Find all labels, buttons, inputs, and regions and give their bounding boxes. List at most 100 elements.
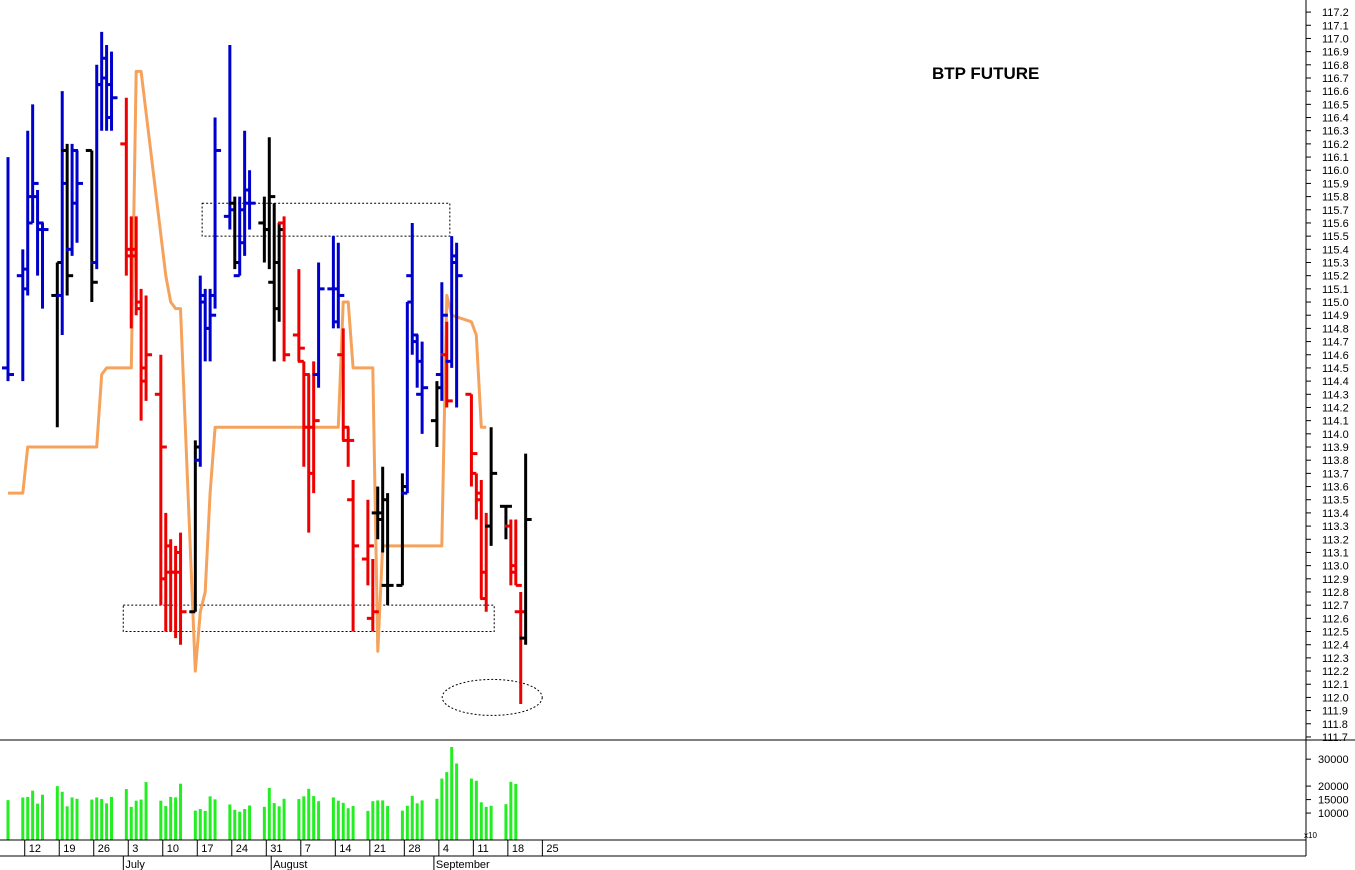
day-label: 31	[270, 843, 282, 855]
price-tick-label: 114.1	[1322, 416, 1349, 428]
day-label: 12	[29, 843, 41, 855]
price-tick-label: 111.9	[1322, 706, 1348, 718]
highlight-ellipse	[441, 678, 543, 716]
price-tick-label: 117.2	[1322, 7, 1349, 19]
price-tick-label: 112.8	[1322, 587, 1349, 599]
price-tick-label: 115.4	[1322, 244, 1349, 256]
price-tick-label: 114.7	[1322, 337, 1349, 349]
price-tick-label: 114.8	[1322, 323, 1349, 335]
day-label: 26	[98, 843, 110, 855]
ohlc-bar	[342, 427, 355, 467]
chart-title: BTP FUTURE	[932, 64, 1039, 83]
price-tick-label: 113.5	[1322, 495, 1349, 507]
price-tick-label: 113.4	[1322, 508, 1349, 520]
ohlc-bar	[292, 269, 305, 362]
ohlc-bar	[509, 519, 522, 587]
volume-tick-label: 10000	[1318, 808, 1349, 820]
price-tick-label: 114.6	[1322, 350, 1349, 362]
day-label: 7	[305, 843, 311, 855]
price-tick-label: 116.7	[1322, 73, 1349, 85]
price-tick-label: 116.8	[1322, 60, 1349, 72]
day-label: 19	[63, 843, 75, 855]
price-tick-label: 116.3	[1322, 126, 1349, 138]
price-tick-label: 112.5	[1322, 627, 1349, 639]
price-zones	[122, 202, 543, 716]
price-tick-label: 115.3	[1322, 257, 1349, 269]
ohlc-bar	[140, 295, 153, 401]
ohlc-bar	[209, 117, 222, 309]
ohlc-bar	[435, 282, 448, 401]
volume-tick-label: 20000	[1318, 781, 1349, 793]
price-tick-label: 114.3	[1322, 389, 1349, 401]
price-tick-label: 115.1	[1322, 284, 1349, 296]
price-tick-label: 113.6	[1322, 482, 1349, 494]
day-label: 11	[477, 843, 488, 855]
ohlc-bar	[2, 157, 14, 382]
ohlc-bar	[312, 262, 325, 388]
day-label: 28	[408, 843, 420, 855]
month-label: September	[436, 859, 490, 870]
ohlc-bar	[278, 216, 291, 362]
ohlc-bar	[485, 427, 498, 546]
ohlc-bar	[440, 321, 453, 408]
ohlc-bar	[204, 288, 217, 362]
price-tick-label: 112.7	[1322, 600, 1349, 612]
day-label: 18	[512, 843, 524, 855]
price-bars	[2, 31, 532, 705]
month-label: August	[273, 859, 307, 870]
indicator-line	[8, 69, 487, 673]
price-tick-label: 117.0	[1322, 33, 1349, 45]
day-label: 25	[546, 843, 558, 855]
ohlc-bar	[71, 150, 84, 243]
price-zone-box	[201, 202, 451, 237]
price-tick-label: 113.0	[1322, 561, 1349, 573]
price-tick-label: 113.8	[1322, 455, 1349, 467]
ohlc-bar	[61, 143, 74, 296]
price-tick-label: 111.8	[1322, 719, 1348, 731]
ohlc-bar	[105, 51, 118, 131]
price-tick-label: 114.0	[1322, 429, 1349, 441]
ohlc-bar	[450, 242, 463, 408]
price-tick-label: 115.8	[1322, 192, 1349, 204]
ohlc-bar	[243, 170, 256, 230]
price-tick-label: 112.4	[1322, 640, 1349, 652]
price-tick-label: 111.7	[1322, 732, 1348, 744]
price-tick-label: 115.2	[1322, 271, 1349, 283]
price-tick-label: 112.0	[1322, 692, 1349, 704]
price-tick-label: 114.2	[1322, 402, 1349, 414]
ohlc-bar	[26, 104, 39, 225]
day-label: 10	[167, 843, 179, 855]
month-label: July	[125, 859, 145, 870]
day-label: 24	[236, 843, 248, 855]
time-axis: 12 19 26 3 10 17 24 31 7 14 21 28 4 11 18 25 July August S…	[0, 839, 1306, 870]
price-tick-label: 112.3	[1322, 653, 1349, 665]
day-label: 21	[374, 843, 386, 855]
price-tick-label: 112.9	[1322, 574, 1349, 586]
ohlc-bar	[519, 453, 532, 645]
volume-tick-label: 30000	[1318, 754, 1349, 766]
volume-multiplier-label: x10	[1304, 831, 1317, 840]
price-tick-label: 114.5	[1322, 363, 1349, 375]
price-tick-label: 113.9	[1322, 442, 1349, 454]
indicator-series-line	[8, 69, 487, 673]
ohlc-bar	[36, 222, 49, 309]
day-label: 4	[443, 843, 449, 855]
price-tick-label: 116.4	[1322, 113, 1349, 125]
price-tick-label: 117.1	[1322, 20, 1349, 32]
ohlc-bar	[361, 499, 374, 586]
day-label: 17	[201, 843, 213, 855]
day-label: 14	[339, 843, 351, 855]
price-tick-label: 116.0	[1322, 165, 1349, 177]
ohlc-bar	[85, 148, 98, 303]
price-tick-label: 114.4	[1322, 376, 1349, 388]
price-tick-label: 116.9	[1322, 47, 1349, 59]
price-tick-label: 112.6	[1322, 613, 1349, 625]
price-tick-label: 116.2	[1322, 139, 1349, 151]
price-tick-label: 116.5	[1322, 99, 1349, 111]
price-tick-label: 114.9	[1322, 310, 1349, 322]
price-tick-label: 115.0	[1322, 297, 1349, 309]
price-tick-label: 116.6	[1322, 86, 1349, 98]
